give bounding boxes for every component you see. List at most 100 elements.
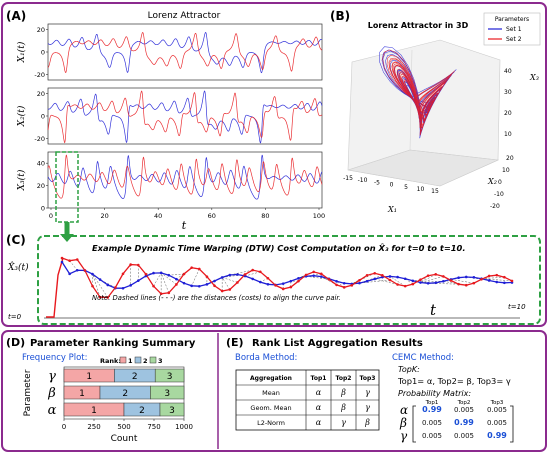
- bar-label: 1: [91, 406, 97, 416]
- dtw-point-blue: [251, 277, 254, 281]
- table-cell: Mean: [262, 389, 280, 397]
- dtw-point-blue: [205, 283, 209, 286]
- dtw-point-blue: [182, 281, 186, 285]
- panel-c-t10: t=10: [508, 303, 526, 311]
- dtw-point-red: [419, 278, 422, 282]
- x2-axis-label: X₂: [487, 177, 497, 186]
- dtw-point-blue: [167, 273, 171, 277]
- table-cell: α: [316, 403, 322, 412]
- parameter-label: β: [47, 386, 56, 401]
- x1-tick: 0: [390, 182, 394, 189]
- panel-d-xtick: 250: [87, 423, 100, 431]
- x2-tick: -20: [490, 203, 500, 210]
- dtw-point-red: [243, 273, 247, 276]
- dtw-point-red: [220, 289, 224, 293]
- rank-legend-item: 2: [143, 357, 148, 365]
- dtw-point-red: [442, 275, 445, 278]
- rank-legend-swatch: [149, 356, 157, 364]
- bar-label: 3: [164, 389, 170, 399]
- dtw-point-blue: [289, 279, 293, 283]
- dtw-cost-line: [168, 273, 185, 276]
- dtw-point-red: [297, 279, 300, 283]
- dtw-point-blue: [342, 281, 346, 285]
- table-cell: γ: [365, 403, 370, 412]
- panel-a-xtick: 100: [313, 212, 325, 220]
- topk-label: TopK:: [398, 365, 420, 374]
- panel-a-tag: (A): [6, 9, 26, 23]
- bar-label: 3: [169, 406, 175, 416]
- x1-tick: -15: [343, 175, 353, 182]
- rank-legend-item: 3: [158, 357, 163, 365]
- panel-d-xlabel: Count: [111, 434, 138, 444]
- dtw-series-red: [61, 257, 513, 299]
- parameter-label: γ: [48, 369, 56, 384]
- panel-c-ylabel: X̂₃(t): [7, 261, 29, 273]
- dtw-point-red: [495, 273, 499, 277]
- dtw-point-red: [350, 284, 354, 287]
- dtw-cost-line: [160, 272, 169, 293]
- dtw-point-red: [106, 296, 110, 299]
- dtw-cost-line: [92, 274, 101, 298]
- panel-e-title: Rank List Aggregation Results: [252, 338, 423, 349]
- dtw-point-red: [487, 274, 491, 278]
- dtw-point-red: [136, 263, 140, 267]
- dtw-point-red: [365, 274, 369, 277]
- dtw-point-blue: [457, 276, 460, 280]
- dtw-cost-line: [153, 272, 162, 287]
- x2-tick: 0: [498, 179, 502, 186]
- panel-d-xtick: 500: [117, 423, 130, 431]
- panel-a-ytick: -20: [34, 135, 45, 143]
- panel-a-ytick: -20: [34, 71, 45, 79]
- panel-c-note: Note: Dashed lines (- - -) are the dista…: [92, 294, 341, 302]
- dtw-point-blue: [434, 281, 438, 285]
- dtw-point-red: [152, 284, 155, 288]
- dtw-point-blue: [373, 277, 377, 281]
- dtw-point-blue: [98, 278, 102, 281]
- panel-a-xtick: 60: [208, 212, 216, 220]
- dtw-point-blue: [281, 282, 285, 285]
- dtw-point-red: [403, 284, 407, 288]
- matrix-col-header: Top3: [490, 400, 504, 406]
- bar-segment: [159, 402, 185, 417]
- dtw-point-red: [312, 270, 315, 274]
- panel-a-ytick: 20: [37, 26, 45, 34]
- dtw-point-red: [60, 256, 64, 260]
- dtw-point-red: [434, 273, 438, 276]
- panel-b-legend: Parameters Set 1 Set 2: [483, 12, 541, 46]
- dtw-point-blue: [129, 284, 132, 287]
- matrix-col-header: Top2: [457, 400, 471, 406]
- dtw-point-red: [144, 272, 148, 276]
- panel-c-frame: [37, 235, 541, 325]
- dtw-point-blue: [190, 284, 193, 288]
- dtw-point-red: [304, 273, 308, 277]
- dtw-point-red: [289, 285, 293, 289]
- x1-tick: 10: [417, 186, 425, 193]
- bottom-frame: [1, 330, 547, 452]
- dtw-cost-line: [161, 272, 177, 285]
- dtw-point-red: [129, 263, 132, 266]
- bar-label: 2: [122, 389, 128, 399]
- dtw-point-blue: [75, 268, 79, 272]
- dtw-point-blue: [411, 279, 415, 283]
- x2-tick: 20: [506, 155, 514, 162]
- x3-axis-label: X₃: [529, 73, 539, 82]
- matrix-row-label: α: [400, 403, 408, 417]
- dtw-cost-line: [92, 273, 108, 298]
- legend-set1: Set 1: [506, 26, 522, 33]
- dtw-point-red: [426, 274, 430, 277]
- table-cell: β: [340, 403, 346, 412]
- dtw-point-red: [213, 284, 216, 288]
- matrix-cell: 0.005: [422, 419, 442, 427]
- matrix-cell: 0.005: [487, 419, 507, 427]
- panel-a-series-set2: [47, 90, 323, 144]
- x3-tick: 40: [504, 68, 512, 75]
- dtw-point-blue: [442, 279, 445, 283]
- dtw-point-red: [182, 272, 186, 276]
- panel-b-series-set2: [382, 49, 455, 137]
- cemc-title: CEMC Method:: [392, 353, 454, 363]
- bar-label: 2: [139, 406, 145, 416]
- dtw-point-blue: [297, 277, 300, 280]
- rank-legend-label: Rank:: [100, 357, 121, 365]
